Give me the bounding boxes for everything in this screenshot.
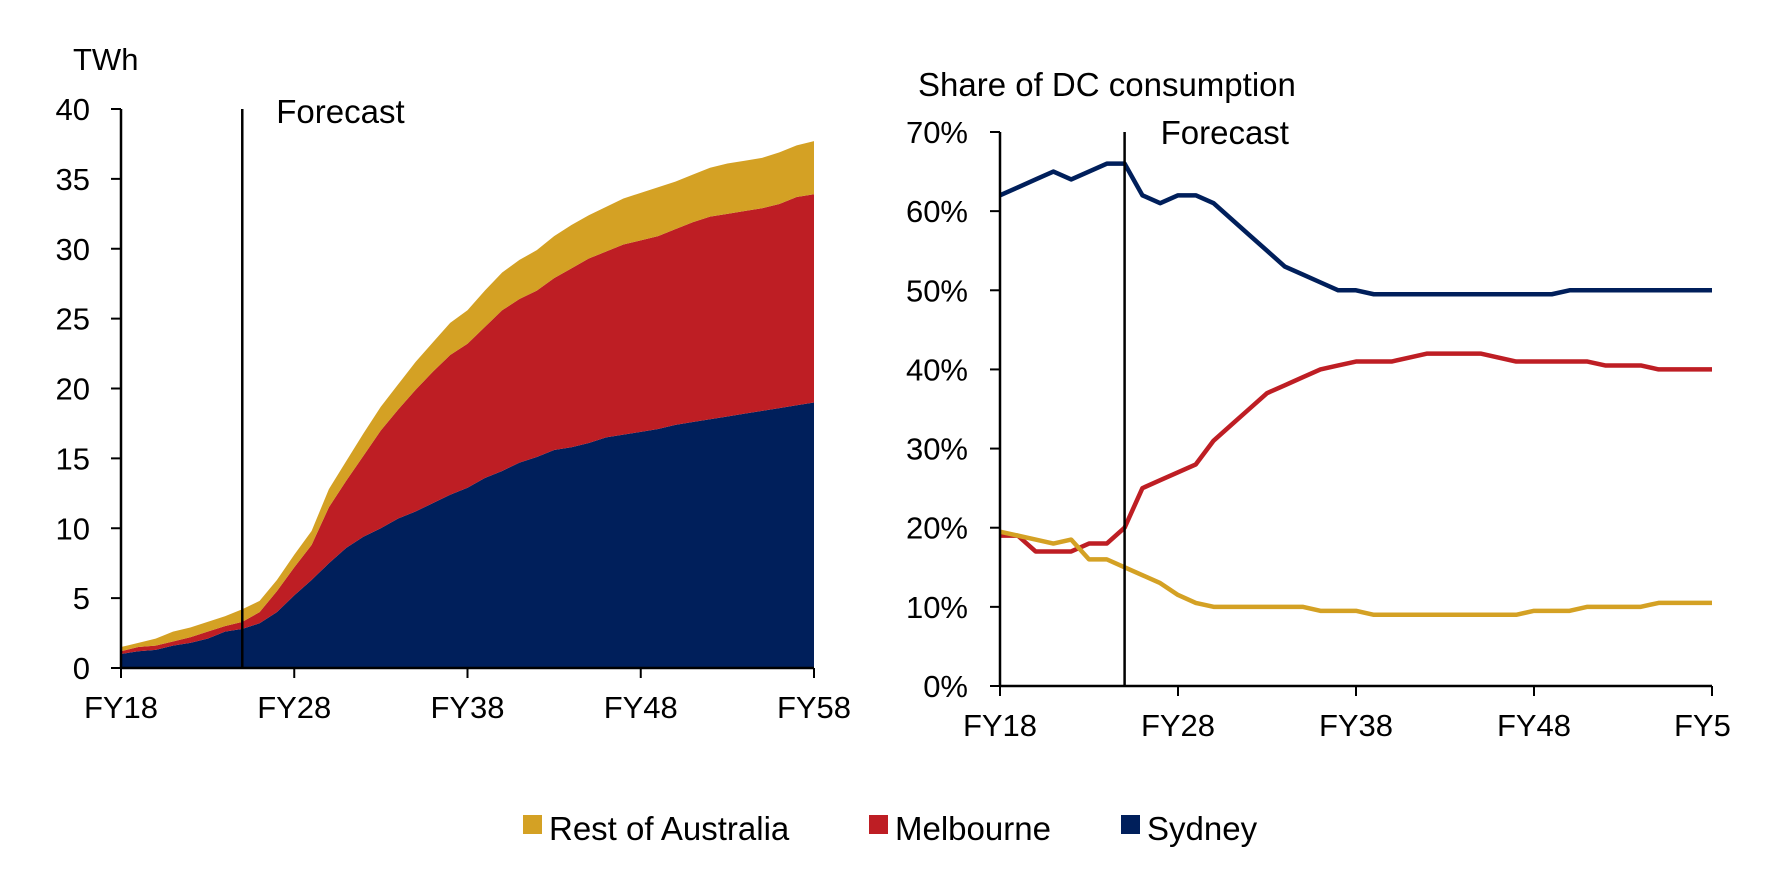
chart2-line-sydney (999, 161, 1712, 297)
chart1-y-ticks: 0 5 10 15 20 25 30 35 40 (56, 92, 121, 686)
chart2-y-tick-label: 30% (906, 432, 968, 467)
chart1-unit-label: TWh (73, 42, 138, 77)
chart1-forecast-label: Forecast (276, 93, 404, 130)
chart2-x-tick-label: FY18 (963, 708, 1037, 743)
chart2-y-tick-label: 60% (906, 194, 968, 229)
chart1-area-melbourne (121, 194, 814, 655)
chart2-x-tick-label: FY5 (1674, 708, 1731, 743)
chart-share-lines: Share of DC consumption 0% 10% 20% 30% 40% 50… (906, 66, 1731, 743)
chart1-y-tick-label: 25 (56, 302, 90, 337)
chart2-y-tick-label: 10% (906, 590, 968, 625)
chart1-area-sydney (121, 402, 814, 668)
chart2-y-ticks: 0% 10% 20% 30% 40% 50% 60% 70% (906, 115, 1000, 704)
chart2-title: Share of DC consumption (918, 66, 1296, 103)
chart2-y-tick-label: 40% (906, 352, 968, 387)
chart1-y-tick-label: 40 (56, 92, 90, 127)
chart2-x-ticks: FY18 FY28 FY38 FY48 FY5 (963, 686, 1731, 743)
chart1-y-tick-label: 30 (56, 232, 90, 267)
legend-label-rest: Rest of Australia (549, 810, 790, 847)
legend-swatch-sydney (1121, 815, 1140, 834)
chart1-y-tick-label: 20 (56, 372, 90, 407)
legend-swatch-rest (523, 815, 542, 834)
legend-label-sydney: Sydney (1147, 810, 1258, 847)
chart2-x-tick-label: FY28 (1141, 708, 1215, 743)
chart2-line-rest-of-australia (999, 529, 1712, 618)
legend: Rest of Australia Melbourne Sydney (523, 810, 1258, 847)
chart1-x-tick-label: FY38 (430, 690, 504, 725)
chart1-area-group (121, 141, 814, 668)
chart1-x-tick-label: FY18 (84, 690, 158, 725)
chart2-x-tick-label: FY48 (1497, 708, 1571, 743)
chart1-x-tick-label: FY28 (257, 690, 331, 725)
legend-label-melbourne: Melbourne (895, 810, 1051, 847)
chart1-x-ticks: FY18 FY28 FY38 FY48 FY58 (84, 668, 851, 725)
legend-swatch-melbourne (869, 815, 888, 834)
chart2-line-group (999, 161, 1712, 618)
chart1-area-rest-of-australia (121, 141, 814, 652)
chart1-x-tick-label: FY48 (604, 690, 678, 725)
chart2-forecast-label: Forecast (1161, 114, 1289, 151)
chart1-y-tick-label: 35 (56, 162, 90, 197)
chart1-y-tick-label: 15 (56, 441, 90, 476)
chart2-y-tick-label: 70% (906, 115, 968, 150)
chart1-y-tick-label: 5 (73, 581, 90, 616)
chart2-y-tick-label: 50% (906, 273, 968, 308)
chart1-y-tick-label: 0 (73, 651, 90, 686)
chart-twh-stacked-area: TWh 0 5 10 15 20 25 30 35 40 FY18 FY28 FY38 FY48 FY5… (56, 42, 852, 725)
chart2-y-tick-label: 20% (906, 511, 968, 546)
chart2-y-tick-label: 0% (923, 669, 968, 704)
chart2-x-tick-label: FY38 (1319, 708, 1393, 743)
chart2-axes (998, 132, 1712, 688)
chart2-line-melbourne (1000, 351, 1712, 554)
chart1-x-tick-label: FY58 (777, 690, 851, 725)
chart1-y-tick-label: 10 (56, 511, 90, 546)
